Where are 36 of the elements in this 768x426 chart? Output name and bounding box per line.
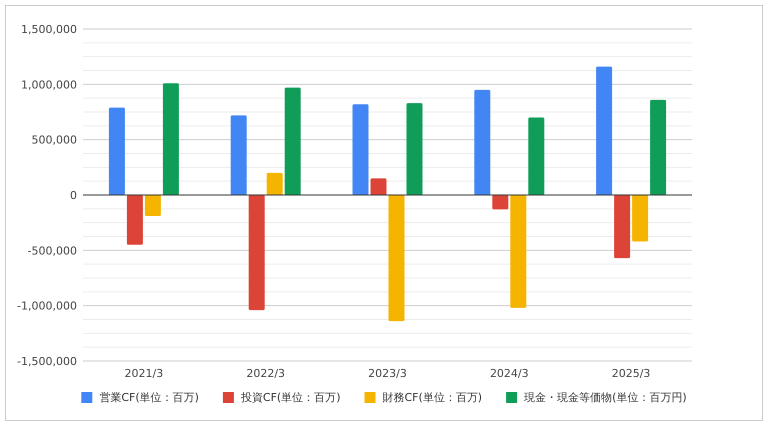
- y-tick-label: 500,000: [32, 134, 77, 147]
- x-tick-label: 2022/3: [246, 367, 286, 380]
- bar: [230, 115, 247, 195]
- y-tick-label: 1,000,000: [21, 78, 77, 92]
- legend-label: 財務CF(単位：百万): [382, 391, 482, 404]
- x-tick-label: 2025/3: [612, 367, 650, 380]
- y-tick-label: 0: [70, 189, 77, 202]
- bar: [632, 195, 648, 242]
- y-tick-label: -500,000: [28, 244, 77, 258]
- bar: [510, 195, 526, 308]
- bar: [492, 195, 508, 210]
- x-tick-label: 2021/3: [124, 367, 164, 380]
- bar: [352, 104, 368, 195]
- bar: [108, 108, 125, 195]
- bar: [596, 66, 612, 195]
- bar: [370, 178, 386, 195]
- bar: [388, 195, 404, 322]
- x-tick-label: 2023/3: [368, 367, 407, 380]
- bar: [248, 195, 265, 310]
- bar: [284, 88, 301, 195]
- legend-label: 現金・現金等価物(単位：百万円): [524, 391, 687, 404]
- bar: [266, 172, 283, 195]
- y-tick-label: 1,500,000: [21, 23, 77, 36]
- bar: [126, 195, 143, 245]
- y-tick-label: -1,500,000: [17, 355, 77, 368]
- bar: [406, 103, 422, 195]
- bar: [650, 100, 666, 195]
- x-tick-label: 2024/3: [490, 367, 529, 380]
- legend-label: 投資CF(単位：百万): [240, 391, 340, 404]
- y-tick-label: -1,000,000: [17, 300, 77, 313]
- legend-label: 営業CF(単位：百万): [99, 391, 199, 404]
- bar: [162, 83, 179, 195]
- bar: [528, 118, 544, 195]
- bar: [474, 90, 490, 195]
- bar: [144, 195, 161, 216]
- bar: [614, 195, 630, 258]
